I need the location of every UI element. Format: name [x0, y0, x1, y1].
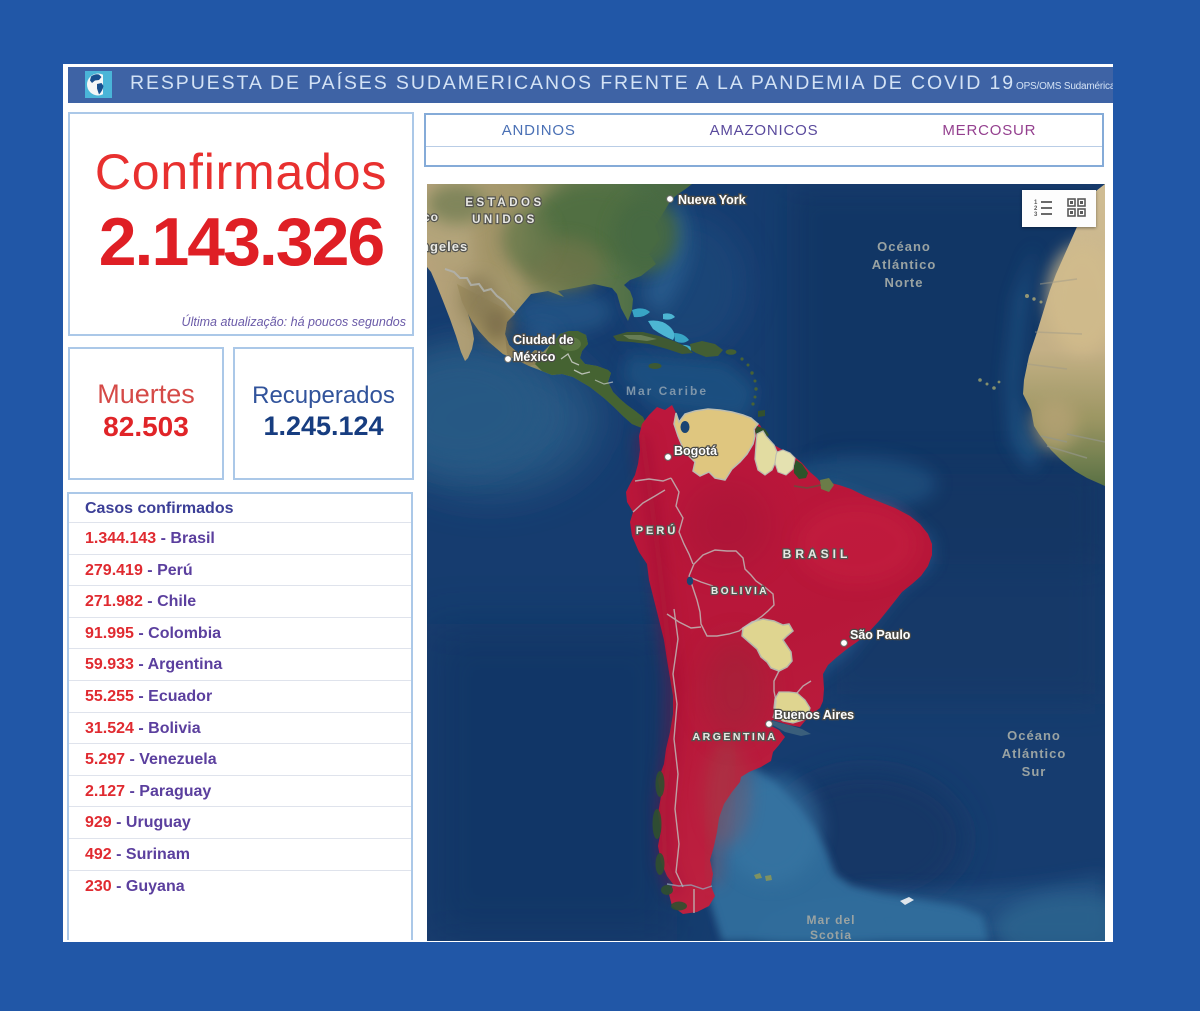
svg-text:UNIDOS: UNIDOS: [472, 214, 538, 226]
svg-text:ngeles: ngeles: [427, 239, 468, 254]
svg-text:ESTADOS: ESTADOS: [465, 197, 544, 209]
svg-text:Bogotá: Bogotá: [674, 444, 717, 458]
svg-text:1: 1: [1034, 200, 1038, 206]
svg-text:Norte: Norte: [885, 275, 924, 290]
svg-text:Mar del: Mar del: [806, 913, 855, 927]
svg-text:México: México: [513, 350, 556, 364]
svg-text:PERÚ: PERÚ: [636, 524, 679, 537]
svg-text:Atlántico: Atlántico: [872, 257, 937, 272]
svg-text:Atlántico: Atlántico: [1002, 746, 1067, 761]
svg-text:BOLIVIA: BOLIVIA: [711, 586, 769, 597]
svg-text:Mar Caribe: Mar Caribe: [626, 384, 708, 398]
svg-text:BRASIL: BRASIL: [783, 547, 852, 561]
svg-text:Buenos Aires: Buenos Aires: [774, 708, 854, 722]
svg-text:2: 2: [1034, 206, 1038, 212]
svg-text:Scotia: Scotia: [810, 928, 852, 941]
svg-text:Nueva York: Nueva York: [678, 193, 746, 207]
svg-text:Océano: Océano: [1007, 728, 1061, 743]
svg-text:São Paulo: São Paulo: [850, 628, 911, 642]
svg-text:3: 3: [1034, 212, 1038, 218]
svg-text:Ciudad de: Ciudad de: [513, 333, 573, 347]
svg-text:Sur: Sur: [1022, 764, 1047, 779]
svg-text:Océano: Océano: [877, 239, 931, 254]
svg-text:co: co: [427, 210, 439, 224]
svg-text:ARGENTINA: ARGENTINA: [693, 731, 778, 743]
